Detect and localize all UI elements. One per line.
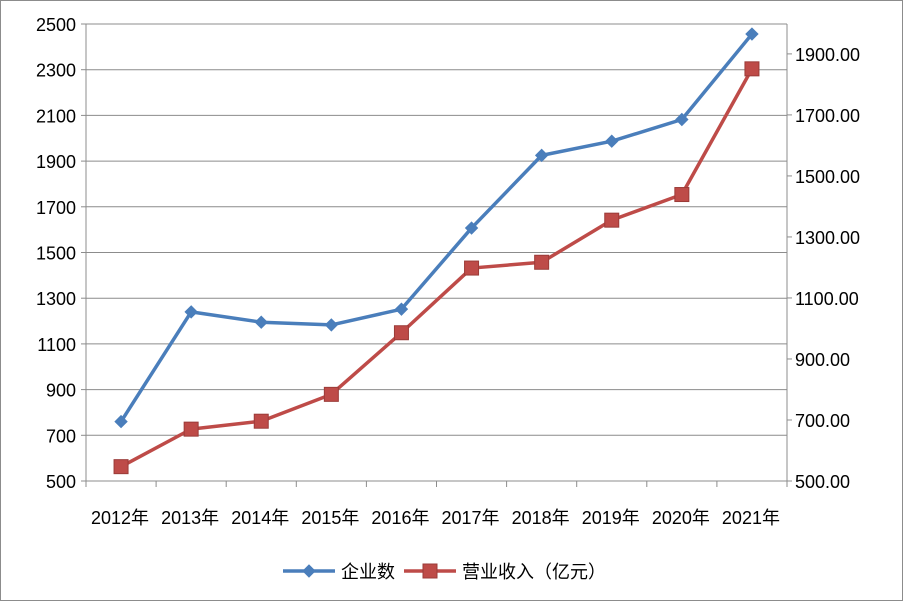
series-2: [113, 61, 760, 475]
data-point: [745, 27, 759, 41]
right-axis-tick-labels: 500.00 700.00 900.00 1100.00 1300.00 1500.00 1…: [795, 45, 860, 492]
legend-marker: [422, 563, 438, 579]
legend: 企业数 营业收入（亿元）: [283, 562, 606, 582]
right-tick-label: 900.00: [795, 350, 850, 370]
right-tick-label: 1300.00: [795, 228, 860, 248]
axes: [81, 23, 792, 487]
data-point: [184, 305, 198, 319]
left-tick-label: 500: [46, 472, 76, 492]
left-tick-label: 2300: [36, 61, 76, 81]
left-tick-label: 700: [46, 426, 76, 446]
x-tick-label: 2014年: [231, 508, 289, 528]
legend-marker: [302, 564, 316, 578]
x-axis-tick-labels: 2012年 2013年 2014年 2015年 2016年 2017年 2018年 2019年…: [91, 508, 780, 528]
right-tick-label: 1500.00: [795, 167, 860, 187]
x-tick-label: 2015年: [301, 508, 359, 528]
left-tick-label: 900: [46, 381, 76, 401]
x-tick-label: 2021年: [722, 508, 780, 528]
data-point: [674, 187, 690, 203]
legend-label: 营业收入（亿元）: [462, 562, 606, 582]
left-tick-label: 1900: [36, 152, 76, 172]
series-1: [114, 27, 759, 429]
data-point: [464, 221, 479, 235]
left-axis-tick-labels: 500 700 900 1100 1300 1500 1700 1900 2100 2300 250…: [36, 15, 76, 492]
data-point: [393, 325, 409, 341]
left-tick-label: 1700: [36, 198, 76, 218]
x-tick-label: 2018年: [512, 508, 570, 528]
data-point: [605, 134, 619, 148]
right-tick-label: 700.00: [795, 411, 850, 431]
data-point: [675, 112, 689, 127]
x-tick-label: 2012年: [91, 508, 149, 528]
data-point: [323, 386, 339, 402]
x-tick-label: 2017年: [442, 508, 500, 528]
data-point: [744, 61, 760, 77]
data-point: [114, 414, 128, 429]
series-line: [119, 32, 754, 423]
data-point: [113, 459, 129, 475]
x-tick-label: 2020年: [652, 508, 710, 528]
left-tick-label: 1100: [37, 335, 76, 355]
data-point: [324, 318, 339, 332]
right-tick-label: 1700.00: [795, 106, 860, 126]
data-point: [183, 421, 199, 437]
left-tick-label: 1500: [36, 244, 76, 264]
x-tick-label: 2016年: [371, 508, 429, 528]
left-tick-label: 2500: [36, 15, 76, 35]
left-tick-label: 2100: [36, 106, 76, 126]
data-point: [534, 254, 550, 270]
data-point: [464, 260, 480, 276]
right-tick-label: 1100.00: [795, 289, 859, 309]
data-point: [604, 212, 620, 228]
data-point: [254, 315, 268, 329]
legend-item: 企业数: [283, 562, 395, 582]
left-tick-label: 1300: [36, 289, 76, 309]
legend-label: 企业数: [341, 562, 395, 582]
data-point: [253, 413, 269, 429]
series-layer: [113, 27, 760, 475]
right-tick-label: 1900.00: [795, 45, 860, 65]
data-point: [534, 148, 549, 163]
right-tick-label: 500.00: [795, 472, 850, 492]
legend-item: 营业收入（亿元）: [404, 562, 606, 582]
x-tick-label: 2013年: [161, 508, 219, 528]
x-tick-label: 2019年: [582, 508, 640, 528]
series-line: [120, 67, 754, 469]
data-point: [394, 302, 409, 316]
